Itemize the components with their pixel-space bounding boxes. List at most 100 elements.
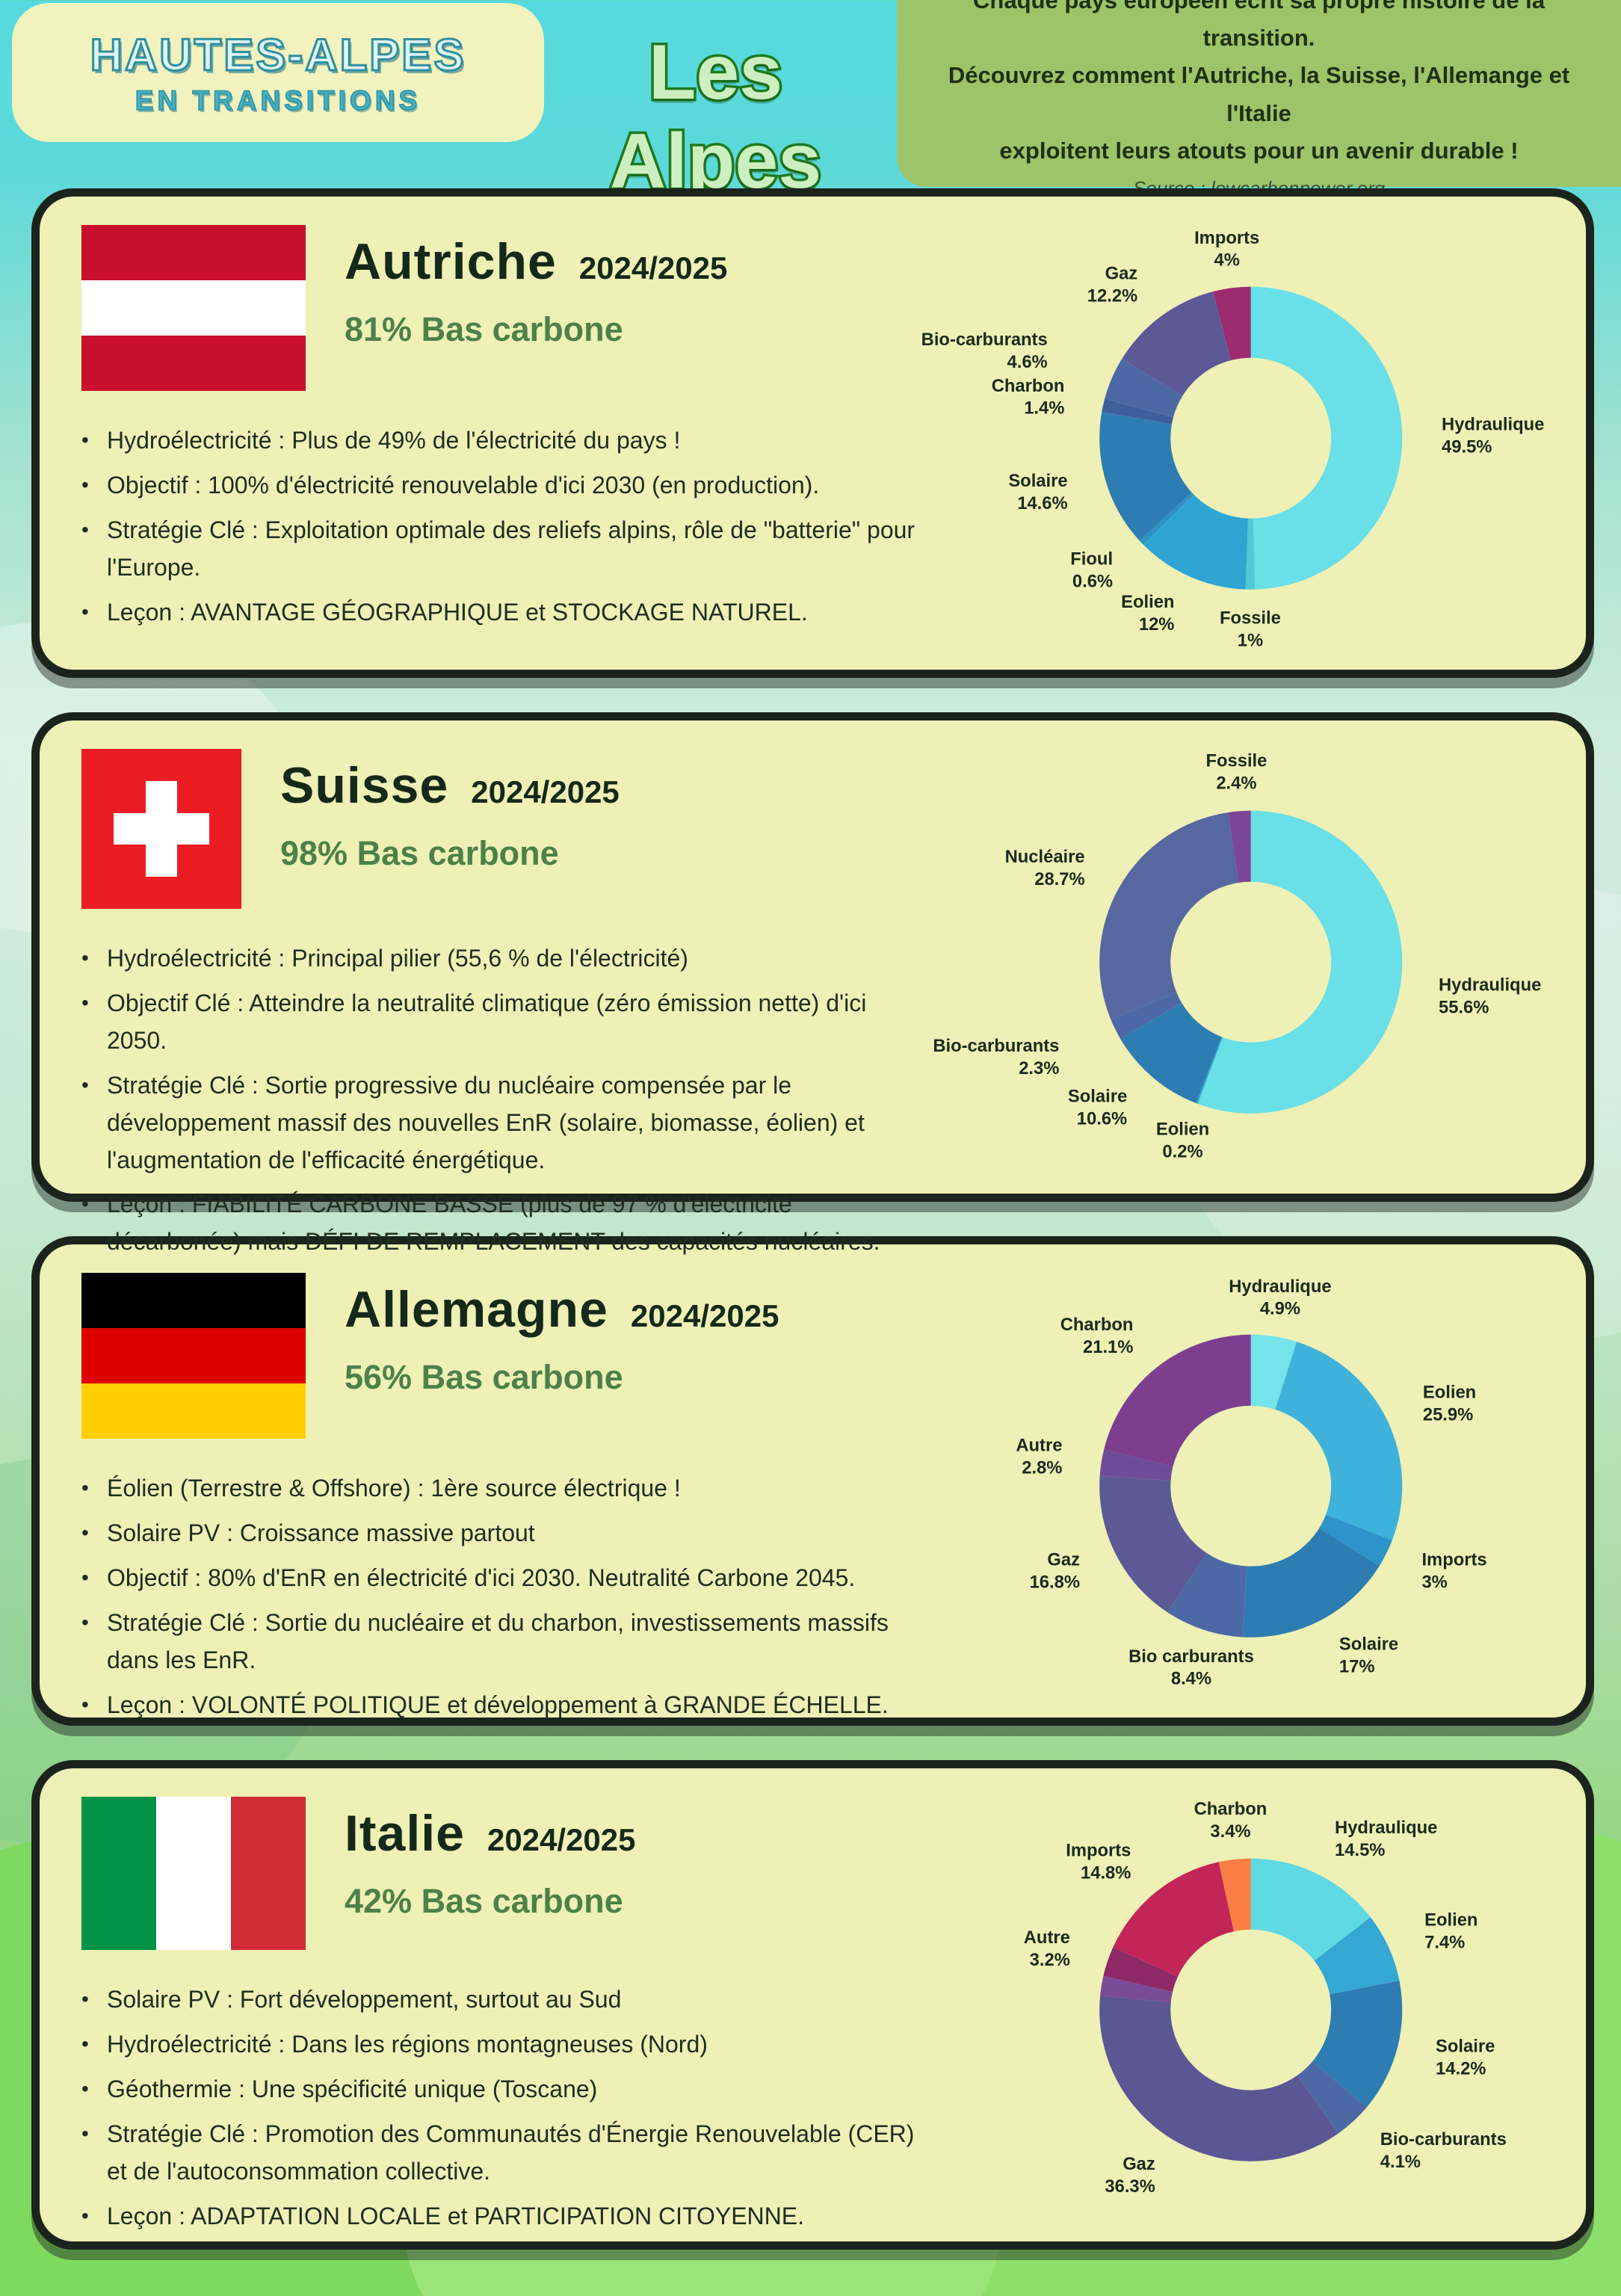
bullet-dot: • [81, 1692, 89, 1716]
chart-label-Hydraulique: Hydraulique 4.9% [1229, 1277, 1331, 1319]
chart-segment-Eolien [1143, 495, 1248, 590]
chart-segment-Imports [1319, 1514, 1392, 1567]
card-italie: Italie 2024/2025 42% Bas carbone • Solair… [31, 1760, 1594, 2250]
chart-area: Hydraulique 4.9% Eolien 25.9% Imports 3% Solai… [918, 1273, 1563, 1700]
chart-segment-Fossile [1228, 810, 1251, 883]
chart-label-Charbon: Charbon 3.4% [1194, 1800, 1268, 1842]
bullet-item: • Objectif Clé : Atteindre la neutralité … [81, 985, 918, 1060]
chart-label-Hydraulique: Hydraulique 55.6% [1439, 975, 1541, 1018]
chart-label-Imports: Imports 14.8% [1066, 1841, 1131, 1883]
title-block: Autriche 2024/2025 81% Bas carbone [345, 225, 727, 349]
italy-flag [81, 1797, 306, 1950]
bullet-item: • Stratégie Clé : Sortie du nucléaire et … [81, 1605, 918, 1679]
chart-label-Eolien: Eolien 25.9% [1423, 1383, 1476, 1425]
chart-segment-Hydraulique [1250, 1858, 1371, 1961]
bullet-text: Objectif Clé : Atteindre la neutralité c… [107, 989, 867, 1054]
chart-segment-Solaire [1242, 1528, 1380, 1638]
chart-segment-Solaire [1312, 1981, 1403, 2108]
country-name: Suisse [280, 757, 449, 814]
chart-label-Eolien: Eolien 7.4% [1424, 1910, 1478, 1953]
chart-segment-Bio-carburants [1111, 993, 1182, 1040]
chart-label-Autre: Autre 3.2% [1024, 1928, 1070, 1971]
chart-label-Hydraulique: Hydraulique 49.5% [1442, 415, 1544, 457]
bullet-dot: • [81, 2076, 89, 2100]
bullet-dot: • [81, 472, 89, 496]
chart-label-Bio carburants: Bio carburants 8.4% [1128, 1647, 1254, 1689]
card-head: Italie 2024/2025 42% Bas carbone [81, 1797, 918, 1950]
chart-segment-Charbon [1104, 1334, 1251, 1467]
page-title: Les Alpes [607, 27, 824, 208]
chart-segment-Solaire [1099, 412, 1192, 541]
bullet-list: • Solaire PV : Fort développement, surtou… [81, 1981, 918, 2235]
country-period: 2024/2025 [487, 1822, 636, 1857]
card-suisse: Suisse 2024/2025 98% Bas carbone • Hydroé… [31, 712, 1594, 1255]
chart-label-Eolien: Eolien 12% [1121, 592, 1174, 635]
bullet-text: Solaire PV : Fort développement, surtout… [107, 1986, 622, 2013]
chart-segment-sans-label [1100, 1976, 1173, 2003]
chart-label-Hydraulique: Hydraulique 14.5% [1335, 1818, 1437, 1860]
chart-label-Eolien: Eolien 0.2% [1156, 1120, 1209, 1162]
bullet-text: Solaire PV : Croissance massive partout [107, 1519, 535, 1546]
donut-chart-allemagne: Hydraulique 4.9% Eolien 25.9% Imports 3% Solai… [1016, 1277, 1486, 1689]
bullet-item: • Hydroélectricité : Dans les régions mon… [81, 2026, 918, 2064]
bullet-list: • Éolien (Terrestre & Offshore) : 1ère so… [81, 1470, 918, 1723]
chart-segment-Charbon [1218, 1858, 1251, 1932]
chart-label-Bio-carburants: Bio-carburants 4.6% [921, 330, 1048, 372]
country-name: Autriche [345, 233, 557, 290]
bullet-item: • Hydroélectricité : Principal pilier (55… [81, 940, 918, 978]
bullet-dot: • [81, 2121, 89, 2145]
bullet-item: • Hydroélectricité : Plus de 49% de l'éle… [81, 422, 918, 460]
austria-flag [81, 225, 306, 391]
bullet-text: Géothermie : Une spécificité unique (Tos… [107, 2075, 598, 2102]
chart-segment-Fossile [1245, 518, 1256, 590]
chart-label-Solaire: Solaire 14.2% [1436, 2037, 1495, 2079]
bullet-text: Leçon : FIABILITÉ CARBONE BASSE (plus de… [107, 1191, 880, 1256]
bullet-text: Stratégie Clé : Promotion des Communauté… [107, 2120, 915, 2185]
bullet-text: Stratégie Clé : Sortie progressive du nu… [107, 1071, 865, 1173]
bullet-dot: • [81, 1192, 89, 1216]
bullet-item: • Solaire PV : Croissance massive partout [81, 1515, 918, 1552]
chart-segment-Imports [1213, 286, 1251, 361]
chart-label-Imports: Imports 3% [1421, 1550, 1486, 1593]
chart-segment-Eolien [1314, 1917, 1400, 1995]
bullet-dot: • [81, 2031, 89, 2055]
bullet-dot: • [81, 1476, 89, 1499]
bullet-item: • Stratégie Clé : Exploitation optimale d… [81, 512, 918, 587]
bullet-text: Stratégie Clé : Exploitation optimale de… [107, 516, 916, 581]
bullet-dot: • [81, 1073, 89, 1096]
low-carbon-badge: 98% Bas carbone [280, 834, 559, 872]
country-cards: Autriche 2024/2025 81% Bas carbone • Hydr… [0, 188, 1621, 2284]
bullet-item: • Stratégie Clé : Sortie progressive du n… [81, 1067, 918, 1179]
chart-area: Hydraulique 14.5% Eolien 7.4% Solaire 14.2% Bi… [918, 1797, 1563, 2224]
card-autriche: Autriche 2024/2025 81% Bas carbone • Hydr… [31, 188, 1594, 678]
chart-label-Nucléaire: Nucléaire 28.7% [1005, 847, 1085, 889]
intro-box: Chaque pays européen écrit sa propre his… [897, 0, 1621, 200]
chart-segment-Gaz [1099, 1475, 1207, 1613]
chart-label-Fossile: Fossile 1% [1220, 608, 1281, 651]
chart-segment-Nucléaire [1099, 812, 1239, 1019]
chart-label-Solaire: Solaire 14.6% [1008, 471, 1067, 513]
bullet-item: • Stratégie Clé : Promotion des Communaut… [81, 2116, 918, 2191]
bullet-item: • Objectif : 80% d'EnR en électricité d'i… [81, 1560, 918, 1597]
bullet-dot: • [81, 1520, 89, 1544]
intro-line: exploitent leurs atouts pour un avenir d… [999, 137, 1519, 164]
chart-segment-Bio-carburants [1297, 2061, 1367, 2134]
bullet-dot: • [81, 1565, 89, 1589]
low-carbon-badge: 42% Bas carbone [345, 1882, 623, 1920]
country-period: 2024/2025 [471, 774, 620, 809]
chart-segment-Solaire [1120, 1003, 1222, 1104]
title-block: Italie 2024/2025 42% Bas carbone [345, 1797, 636, 1921]
country-name: Allemagne [345, 1281, 608, 1338]
chart-label-Solaire: Solaire 10.6% [1068, 1087, 1127, 1129]
chart-label-Gaz: Gaz 16.8% [1030, 1550, 1080, 1593]
chart-segment-Eolien [1196, 1037, 1223, 1105]
chart-label-Gaz: Gaz 36.3% [1105, 2154, 1155, 2197]
chart-segment-Gaz [1099, 1996, 1339, 2162]
bullet-item: • Éolien (Terrestre & Offshore) : 1ère so… [81, 1470, 918, 1507]
logo-subtitle: EN TRANSITIONS [135, 84, 422, 117]
bullet-text: Hydroélectricité : Plus de 49% de l'élec… [107, 427, 681, 454]
intro-line: Chaque pays européen écrit sa propre his… [973, 0, 1545, 52]
bullet-item: • Géothermie : Une spécificité unique (To… [81, 2071, 918, 2108]
bullet-text: Leçon : VOLONTÉ POLITIQUE et développeme… [107, 1691, 889, 1718]
